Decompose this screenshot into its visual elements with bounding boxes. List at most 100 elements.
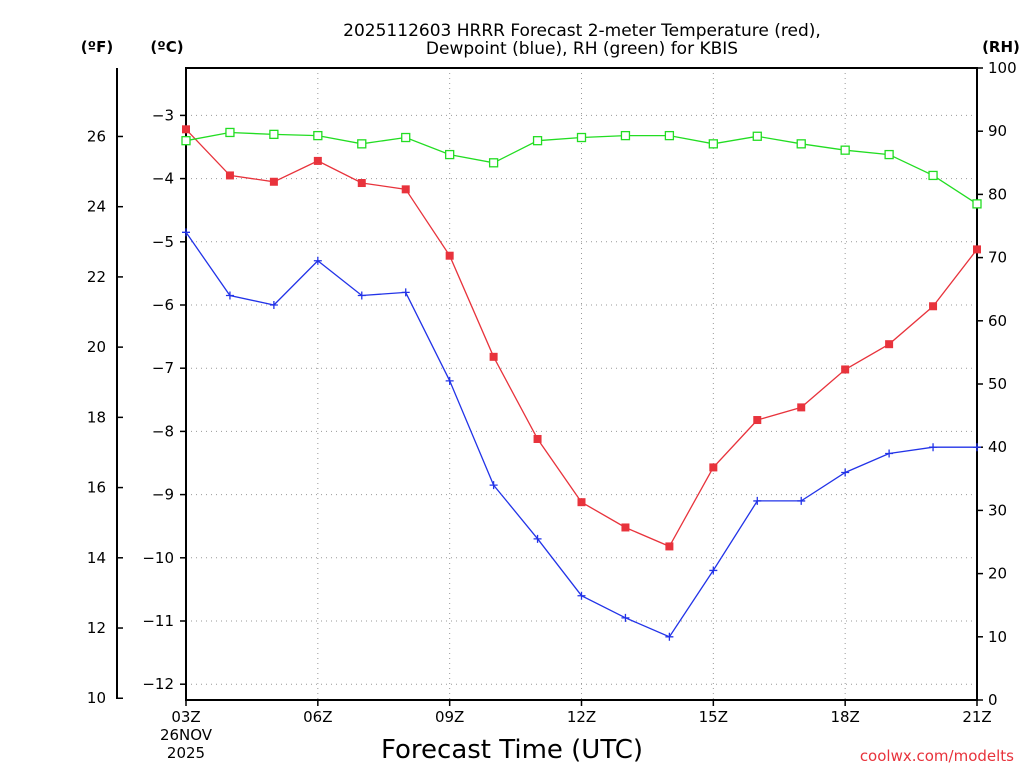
rh-point (840, 145, 850, 155)
rh-tick-label: 0 (988, 691, 998, 709)
dewpoint-point (225, 291, 234, 300)
rh-tick-label: 70 (988, 249, 1007, 267)
rh-point (664, 130, 675, 141)
celsius-tick-label: −6 (152, 296, 174, 314)
rh-tick-label: 100 (988, 59, 1017, 77)
fahrenheit-tick-label: 10 (87, 689, 106, 707)
rh-tick-label: 10 (988, 628, 1007, 646)
dewpoint-point (533, 534, 542, 543)
celsius-tick-label: −5 (152, 233, 174, 251)
fahrenheit-unit-label: (ºF) (81, 38, 113, 56)
rh-tick-label: 90 (988, 122, 1007, 140)
dewpoint-point (841, 468, 850, 477)
rh-point (796, 139, 806, 149)
rh-point (357, 139, 367, 149)
rh-point (488, 158, 499, 168)
celsius-ticks: −3 −4 −5 −6 −7 −8 −9 −10 −11 −12 (142, 106, 186, 693)
rh-tick-label: 50 (988, 375, 1007, 393)
time-tick-label: 09Z (435, 708, 464, 726)
x-axis-label: Forecast Time (UTC) (381, 735, 643, 765)
rh-point (884, 149, 894, 160)
rh-point (225, 127, 235, 138)
dewpoint-point (577, 591, 586, 600)
start-date-label: 26NOV (160, 726, 213, 744)
temperature-point (269, 177, 278, 186)
temperature-point (885, 340, 894, 349)
data-series (181, 125, 982, 641)
temperature-point (357, 179, 366, 188)
time-tick-label: 12Z (567, 708, 596, 726)
dewpoint-series (182, 228, 981, 641)
rh-tick-label: 60 (988, 312, 1007, 330)
temperature-point (401, 185, 410, 194)
temperature-point (621, 523, 630, 532)
celsius-tick-label: −10 (142, 549, 174, 567)
temperature-point (797, 403, 806, 412)
rh-point (401, 132, 411, 143)
time-tick-label: 06Z (303, 708, 332, 726)
temperature-point (841, 365, 850, 374)
temperature-point (313, 156, 322, 165)
celsius-unit-label: (ºC) (150, 38, 183, 56)
rh-point (181, 136, 191, 146)
dewpoint-point (401, 288, 410, 297)
rh-ticks: 0 10 20 30 40 50 60 70 80 90 100 (977, 59, 1017, 709)
celsius-tick-label: −3 (152, 106, 174, 124)
rh-point (445, 149, 455, 160)
dewpoint-point (753, 496, 762, 505)
fahrenheit-tick-label: 18 (87, 408, 106, 426)
rh-point (972, 199, 982, 209)
dewpoint-point (885, 449, 894, 458)
rh-tick-label: 20 (988, 565, 1007, 583)
fahrenheit-ticks: 10 12 14 16 18 20 22 24 26 (87, 127, 123, 707)
rh-point (752, 131, 762, 141)
temperature-point (973, 245, 981, 254)
rh-point (708, 139, 718, 149)
dewpoint-line (185, 231, 977, 638)
credit-link[interactable]: coolwx.com/modelts (860, 747, 1014, 765)
rh-tick-label: 80 (988, 185, 1007, 203)
rh-point (269, 129, 279, 140)
fahrenheit-tick-label: 20 (87, 338, 106, 356)
celsius-tick-label: −12 (142, 675, 174, 693)
dewpoint-point (357, 291, 366, 300)
celsius-tick-label: −7 (152, 359, 174, 377)
rh-point (620, 130, 631, 141)
celsius-tick-label: −9 (152, 486, 174, 504)
fahrenheit-tick-label: 16 (87, 479, 106, 497)
temperature-point (577, 498, 586, 507)
dewpoint-point (489, 481, 498, 490)
chart-title-line-1: 2025112603 HRRR Forecast 2-meter Tempera… (343, 21, 821, 41)
temperature-series (182, 125, 981, 551)
temperature-point (445, 251, 454, 260)
temperature-point (929, 302, 938, 311)
time-tick-label: 15Z (699, 708, 728, 726)
fahrenheit-tick-label: 22 (87, 268, 106, 286)
dewpoint-point (797, 496, 806, 505)
dewpoint-point (182, 228, 190, 237)
fahrenheit-tick-label: 26 (87, 127, 106, 145)
fahrenheit-tick-label: 24 (87, 198, 106, 216)
dewpoint-point (665, 632, 674, 641)
celsius-tick-label: −4 (152, 170, 174, 188)
fahrenheit-tick-label: 12 (87, 619, 106, 637)
dewpoint-point (621, 613, 630, 622)
chart-title-line-2: Dewpoint (blue), RH (green) for KBIS (426, 39, 738, 59)
rh-point (313, 130, 323, 141)
dewpoint-point (445, 376, 454, 385)
temperature-point (225, 171, 234, 180)
dewpoint-point (929, 443, 938, 452)
rh-point (576, 132, 587, 143)
rh-point (928, 170, 938, 181)
celsius-tick-label: −11 (142, 612, 174, 630)
dewpoint-point (973, 443, 981, 452)
temperature-point (533, 434, 542, 443)
celsius-tick-label: −8 (152, 422, 174, 440)
temperature-point (182, 125, 190, 134)
start-year-label: 2025 (167, 744, 205, 762)
temperature-point (709, 463, 718, 472)
dewpoint-point (709, 566, 718, 575)
dewpoint-point (269, 301, 278, 309)
temperature-point (665, 542, 674, 551)
